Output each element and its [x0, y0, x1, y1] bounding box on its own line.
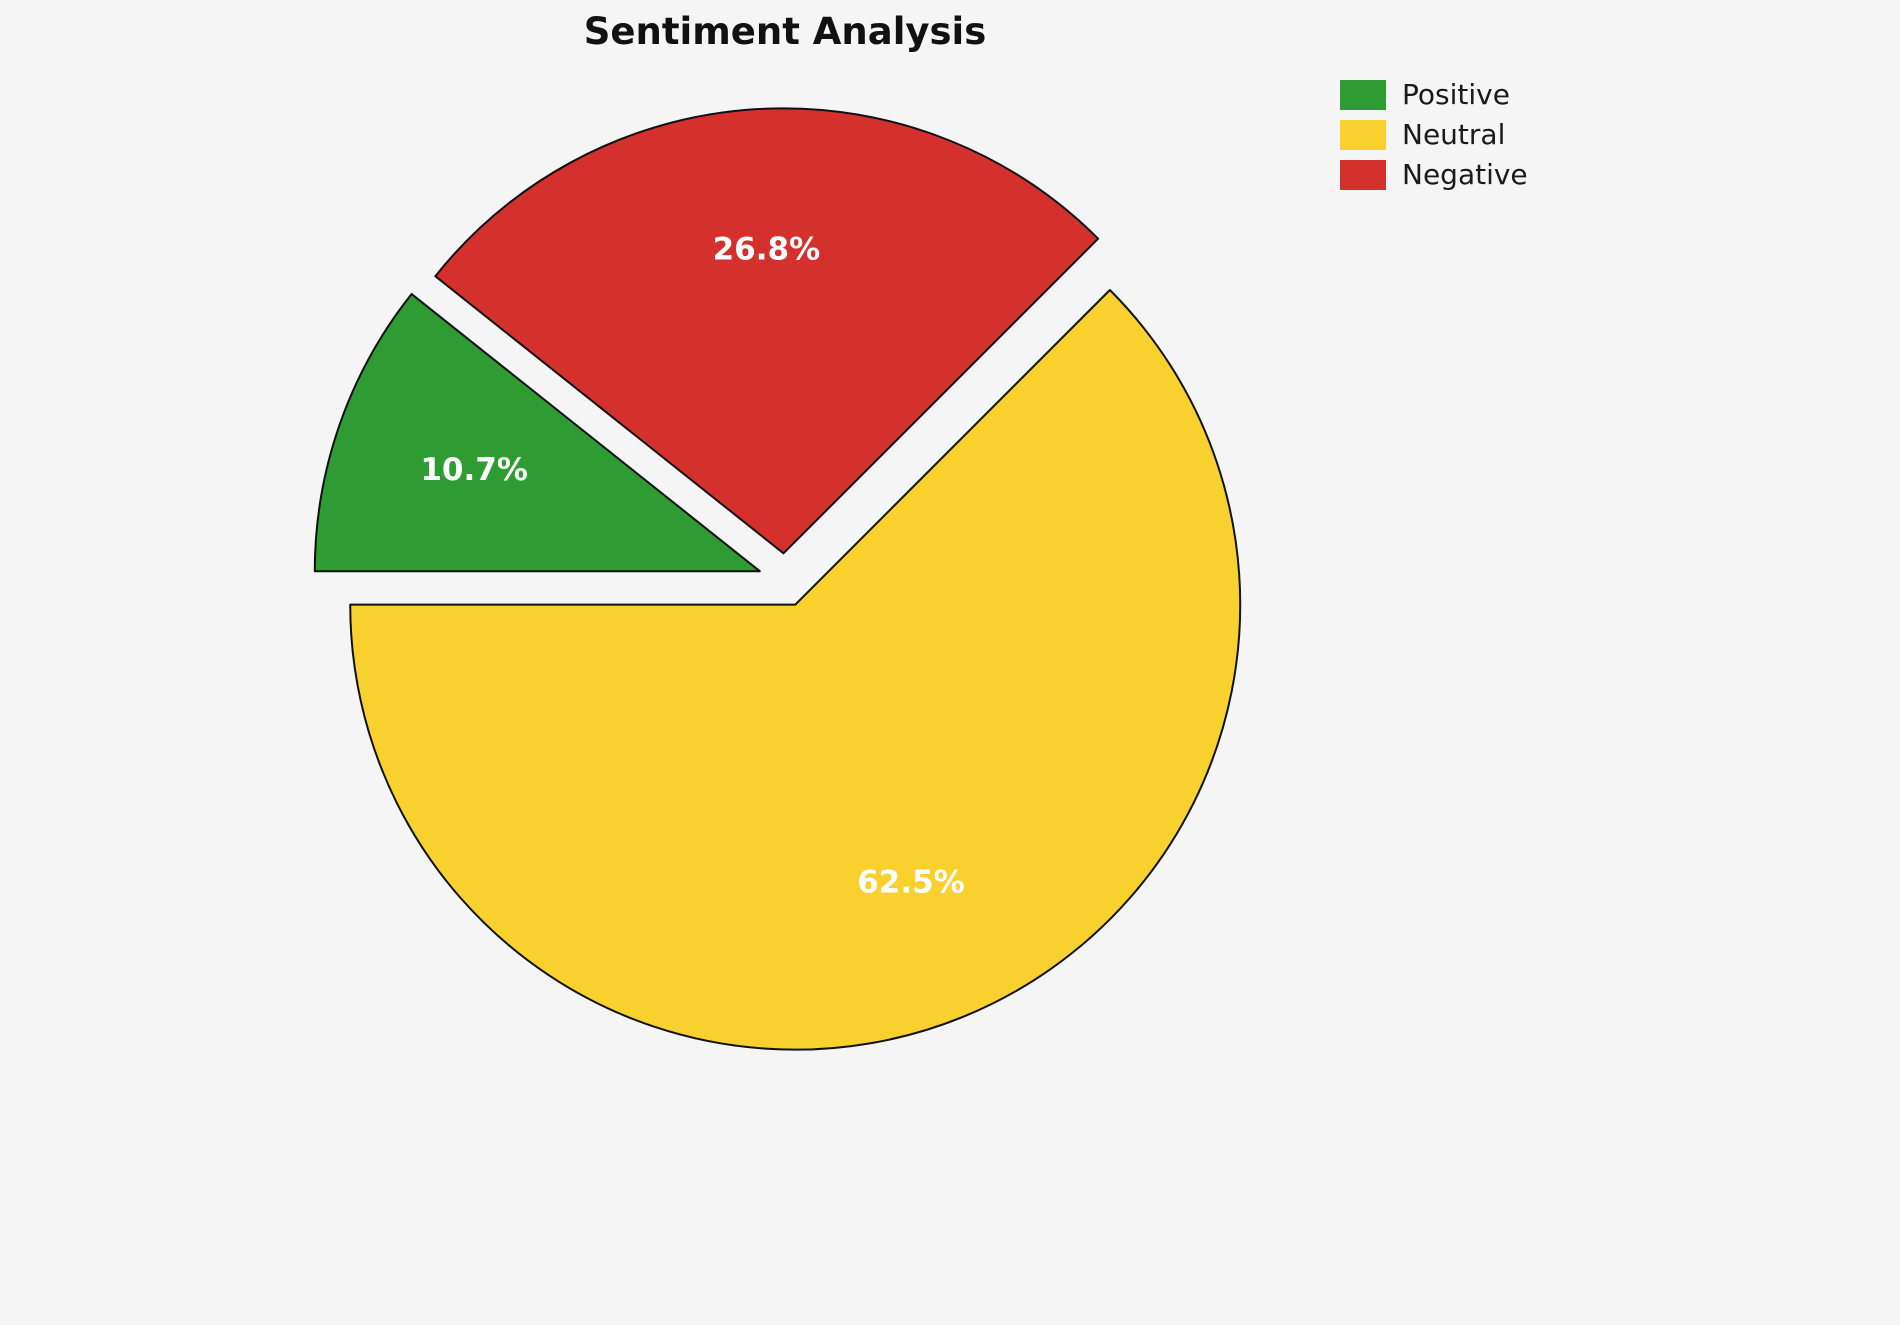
legend-swatch-neutral — [1340, 120, 1386, 150]
legend-item-positive: Positive — [1340, 80, 1528, 110]
legend-label-negative: Negative — [1402, 158, 1528, 191]
legend: Positive Neutral Negative — [1340, 80, 1528, 190]
legend-item-neutral: Neutral — [1340, 120, 1528, 150]
pie-value-label-positive: 10.7% — [420, 452, 528, 488]
pie-value-label-neutral: 62.5% — [857, 865, 965, 901]
legend-label-neutral: Neutral — [1402, 118, 1506, 151]
legend-item-negative: Negative — [1340, 160, 1528, 190]
chart-title: Sentiment Analysis — [583, 10, 987, 53]
pie-value-label-negative: 26.8% — [713, 232, 821, 268]
legend-swatch-positive — [1340, 80, 1386, 110]
pie-slice-neutral — [349, 289, 1242, 1051]
legend-swatch-negative — [1340, 160, 1386, 190]
legend-label-positive: Positive — [1402, 78, 1510, 111]
pie-slice-positive — [313, 293, 761, 573]
pie-slice-negative — [434, 107, 1100, 555]
